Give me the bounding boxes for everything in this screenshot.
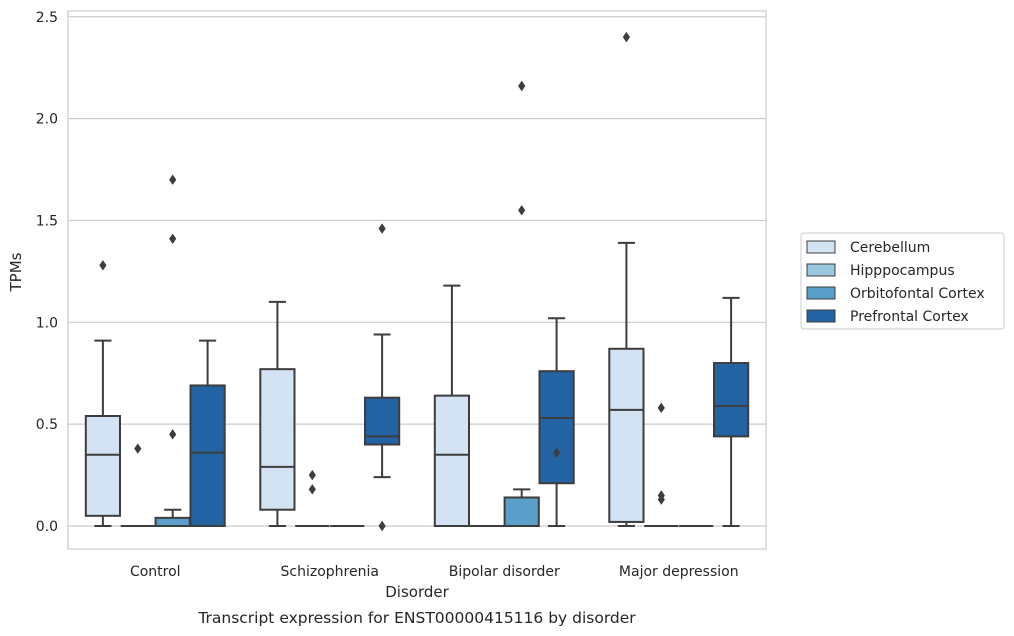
box-iqr xyxy=(189,384,226,527)
outlier-point xyxy=(308,469,316,481)
box-iqr xyxy=(608,347,645,523)
y-tick-label: 2.0 xyxy=(36,112,58,128)
box-plot xyxy=(644,402,679,527)
legend-label: Cerebellum xyxy=(850,240,930,256)
box-plot xyxy=(608,31,645,527)
y-tick-label: 2.5 xyxy=(36,10,58,26)
y-tick-label: 1.0 xyxy=(36,315,58,331)
outlier-point xyxy=(378,223,386,234)
x-tick-labels: Control Schizophrenia Bipolar disorder Majo… xyxy=(130,564,739,580)
outlier-point xyxy=(518,80,526,92)
outlier-point xyxy=(169,233,177,244)
y-tick-label: 0.0 xyxy=(36,519,58,535)
legend-label: Hipppocampus xyxy=(850,263,955,279)
x-tick-label: Control xyxy=(130,564,181,580)
x-tick-label: Schizophrenia xyxy=(281,564,379,580)
outlier-point xyxy=(553,447,561,458)
legend: Cerebellum Hipppocampus Orbitofontal Corte… xyxy=(800,232,1005,330)
box-plot xyxy=(712,296,750,527)
box-plot xyxy=(538,317,575,527)
outlier-point xyxy=(657,494,665,505)
box-iqr xyxy=(503,496,540,527)
box-plot xyxy=(503,80,540,527)
outlier-point xyxy=(169,174,177,185)
x-tick-label: Bipolar disorder xyxy=(449,564,560,580)
box-iqr xyxy=(154,516,191,527)
outlier-point xyxy=(99,260,107,271)
chart-caption: Transcript expression for ENST0000041511… xyxy=(197,609,636,627)
box-plot xyxy=(154,174,191,527)
legend-swatch xyxy=(806,309,836,323)
outlier-point xyxy=(308,484,316,495)
grid-lines xyxy=(68,16,766,527)
outlier-point xyxy=(622,31,630,43)
legend-swatch xyxy=(806,286,836,300)
legend-frame xyxy=(800,232,1005,330)
legend-swatch xyxy=(806,263,836,277)
x-axis-label: Disorder xyxy=(385,583,449,601)
outlier-point xyxy=(518,205,526,216)
box-plot xyxy=(84,260,122,527)
box-plot xyxy=(120,443,155,527)
outlier-point xyxy=(657,402,665,414)
box-plot xyxy=(363,223,401,532)
box-iqr xyxy=(259,368,296,511)
box-plot xyxy=(259,300,296,527)
y-tick-labels: 0.0 0.5 1.0 1.5 2.0 2.5 xyxy=(36,10,58,535)
box-iqr xyxy=(712,362,750,438)
y-tick-label: 1.5 xyxy=(36,213,58,229)
x-tick-label: Major depression xyxy=(619,564,739,580)
legend-label: Prefrontal Cortex xyxy=(850,309,969,325)
box-iqr xyxy=(84,415,122,517)
y-tick-label: 0.5 xyxy=(36,417,58,433)
box-plots xyxy=(84,31,750,532)
plot-frame xyxy=(67,10,767,550)
box-plot xyxy=(433,284,471,527)
outlier-point xyxy=(134,443,142,454)
y-axis-label: TPMs xyxy=(7,252,25,292)
legend-label: Orbitofontal Cortex xyxy=(850,286,985,302)
box-iqr xyxy=(538,370,575,485)
legend-swatch xyxy=(806,240,836,254)
box-plot xyxy=(295,469,330,527)
box-iqr xyxy=(433,394,471,527)
outlier-point xyxy=(169,429,177,440)
box-iqr xyxy=(363,396,401,446)
box-plot xyxy=(189,339,226,527)
outlier-point xyxy=(378,520,386,532)
